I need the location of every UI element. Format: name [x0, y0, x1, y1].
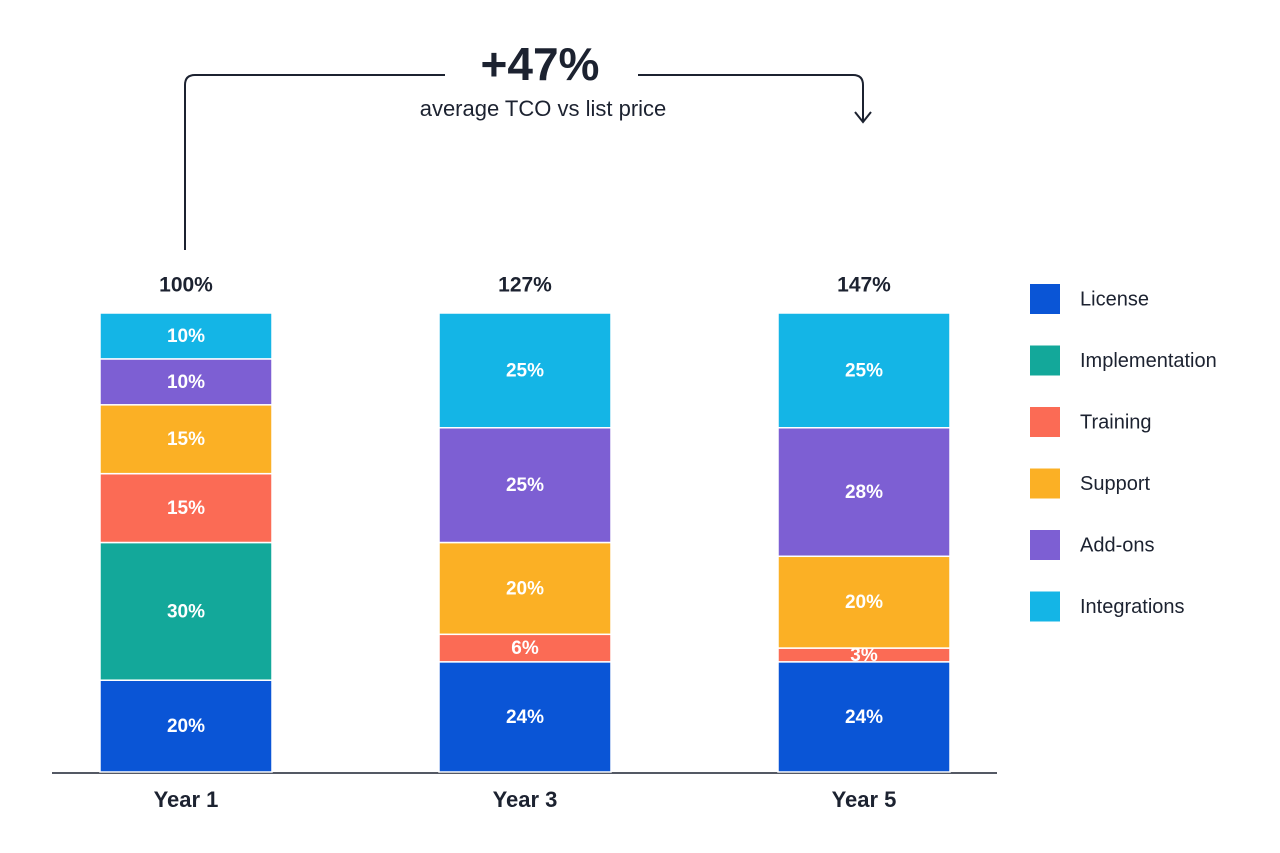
value-label: 15% [167, 429, 205, 450]
value-label: 20% [167, 716, 205, 737]
legend-swatch [1030, 345, 1060, 376]
x-tick-label: Year 1 [154, 787, 219, 812]
value-label: 15% [167, 498, 205, 519]
bar-segment [777, 555, 951, 649]
bar-segment [99, 679, 273, 773]
annotation-value: +47% [481, 38, 600, 90]
bar-segment [438, 541, 612, 636]
total-label: 100% [159, 274, 213, 297]
legend-swatch [1030, 407, 1060, 437]
legend-label: Training [1080, 411, 1152, 433]
legend-swatch [1030, 530, 1060, 560]
value-label: 10% [167, 372, 205, 393]
legend-swatch [1030, 591, 1060, 622]
value-label: 30% [167, 601, 205, 622]
bar-segment [99, 358, 273, 406]
bar-segment [777, 661, 951, 773]
legend-label: Add-ons [1080, 534, 1155, 556]
bar-segment [438, 633, 612, 663]
bar-segment [99, 404, 273, 475]
value-label: 24% [845, 707, 883, 728]
annotation-text: average TCO vs list price [420, 96, 667, 121]
bar-segment [438, 312, 612, 429]
bar-segment [99, 312, 273, 360]
value-label: 20% [506, 578, 544, 599]
bar-segment [99, 472, 273, 544]
legend-label: License [1080, 288, 1149, 310]
annotation-arrow [638, 74, 872, 124]
legend-swatch [1030, 468, 1060, 499]
bar-segment [777, 427, 951, 558]
legend-label: Integrations [1080, 596, 1185, 618]
value-label: 24% [506, 707, 544, 728]
value-label: 25% [845, 360, 883, 381]
value-label: 10% [167, 326, 205, 347]
value-label: 6% [511, 638, 539, 659]
x-tick-label: Year 5 [832, 787, 897, 812]
total-label: 127% [498, 274, 552, 297]
value-label: 3% [850, 645, 878, 666]
total-label: 147% [837, 274, 891, 297]
bar-segment [438, 661, 612, 773]
value-label: 20% [845, 592, 883, 613]
legend-swatch [1030, 284, 1060, 314]
legend-label: Support [1080, 473, 1150, 495]
value-label: 25% [506, 475, 544, 496]
value-label: 28% [845, 482, 883, 503]
annotation-line [184, 74, 445, 250]
bar-segment [438, 427, 612, 544]
x-tick-label: Year 3 [493, 787, 558, 812]
bar-segment [99, 541, 273, 681]
bar-segment [777, 312, 951, 429]
legend-label: Implementation [1080, 350, 1217, 372]
value-label: 25% [506, 360, 544, 381]
